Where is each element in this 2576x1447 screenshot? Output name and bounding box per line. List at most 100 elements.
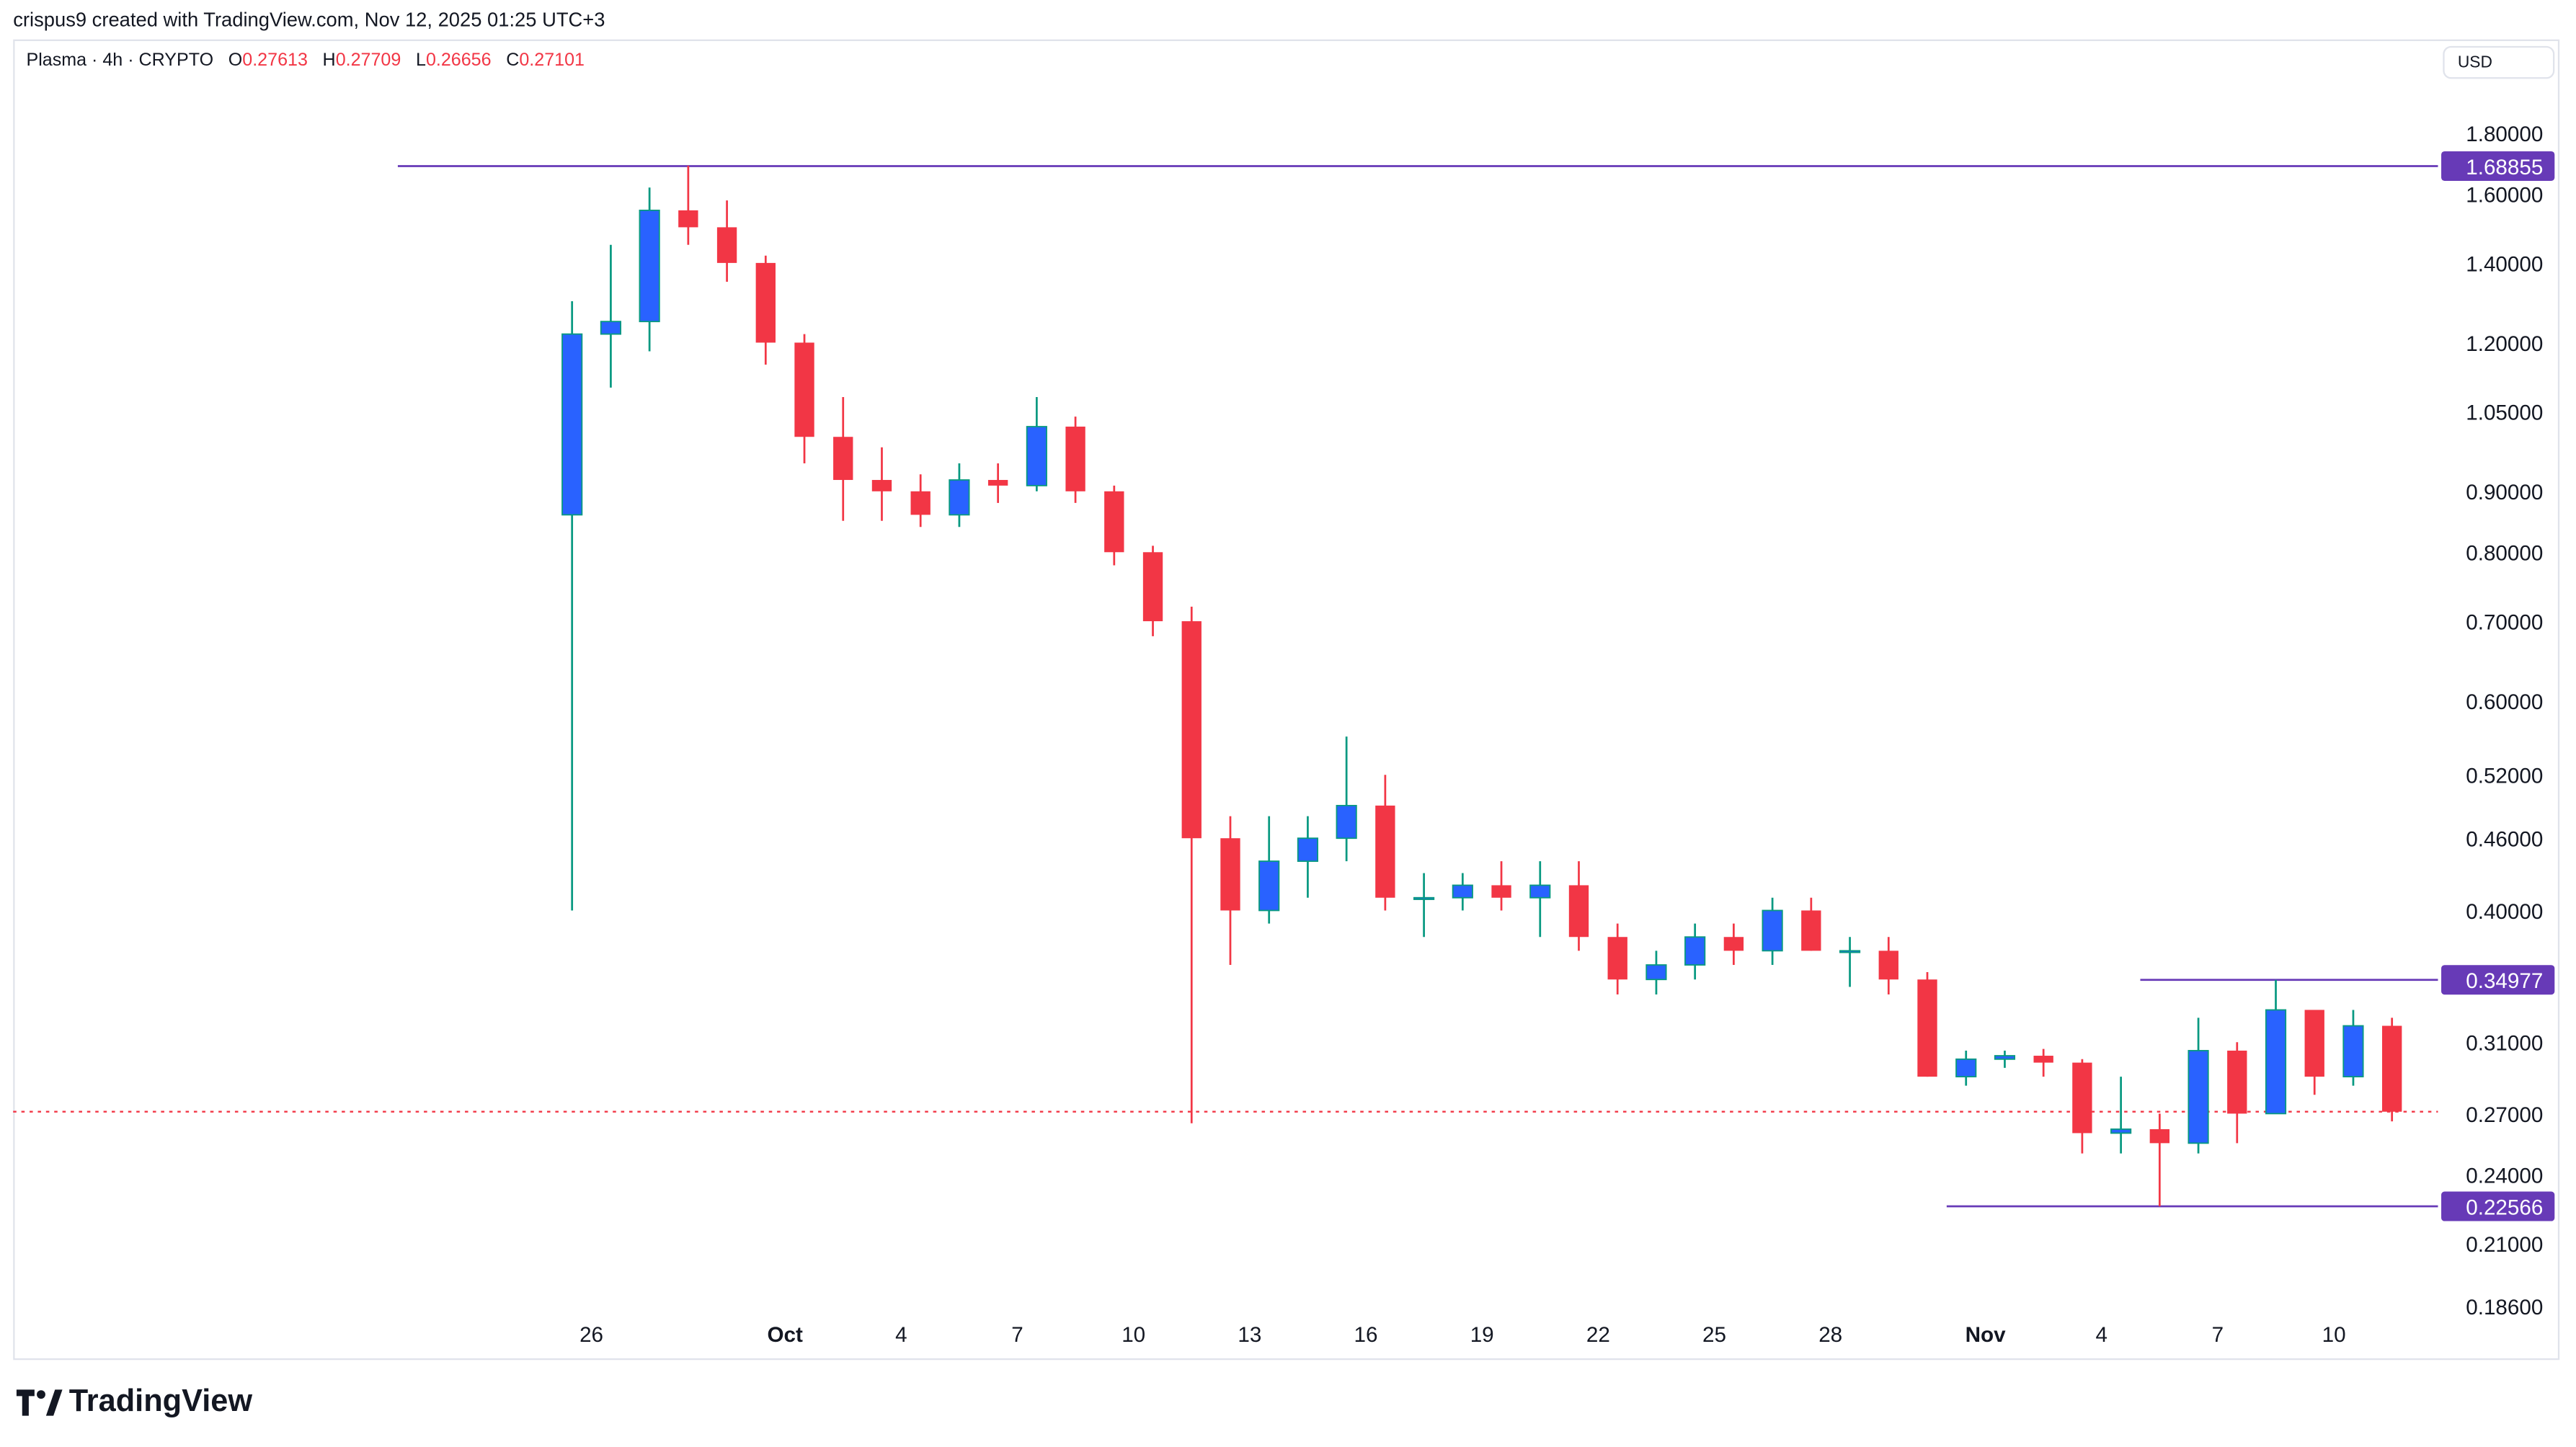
- x-tick-label: 26: [579, 1323, 603, 1347]
- candle-down[interactable]: [1917, 972, 1937, 1077]
- level-price-label: 1.68855: [2466, 156, 2543, 179]
- candle-down[interactable]: [716, 200, 737, 282]
- candle-down[interactable]: [871, 447, 892, 521]
- candle-down[interactable]: [678, 165, 698, 245]
- candle-down[interactable]: [1568, 861, 1589, 951]
- candle-body: [1220, 838, 1240, 911]
- candle-down[interactable]: [1375, 775, 1395, 911]
- candle-up[interactable]: [1645, 950, 1667, 995]
- candle-up[interactable]: [2188, 1018, 2209, 1154]
- candle-body: [2033, 1056, 2053, 1063]
- candle-up[interactable]: [2265, 979, 2287, 1115]
- candle-up[interactable]: [2342, 1010, 2364, 1086]
- candle-up[interactable]: [1336, 736, 1357, 862]
- candle-down[interactable]: [1801, 897, 1821, 951]
- candle-up[interactable]: [949, 463, 970, 527]
- candle-down[interactable]: [910, 474, 931, 527]
- candle-down[interactable]: [2227, 1042, 2247, 1144]
- y-tick-label: 1.20000: [2466, 332, 2543, 356]
- high-label: H: [322, 50, 336, 71]
- candle-down[interactable]: [1220, 816, 1240, 966]
- candle-down[interactable]: [1181, 606, 1202, 1123]
- candle-body: [1568, 885, 1589, 938]
- candle-up[interactable]: [1297, 816, 1319, 898]
- ohlc-legend: Plasma · 4h · CRYPTO O0.27613 H0.27709 L…: [26, 51, 585, 71]
- candle-body: [1065, 427, 1085, 491]
- x-tick-label: 28: [1818, 1323, 1842, 1347]
- candle-up[interactable]: [639, 187, 660, 352]
- candle-down[interactable]: [2149, 1113, 2170, 1207]
- candle-down[interactable]: [1142, 546, 1163, 636]
- candle-down[interactable]: [2033, 1048, 2053, 1077]
- y-tick-label: 0.31000: [2466, 1032, 2543, 1056]
- candle-body: [1839, 950, 1861, 953]
- candle-up[interactable]: [1452, 873, 1473, 911]
- level-price-badge: [2441, 965, 2555, 995]
- candle-body: [2149, 1128, 2170, 1144]
- candle-body: [1994, 1055, 2016, 1060]
- candle-body: [1104, 491, 1124, 553]
- level-price-label: 0.22566: [2466, 1196, 2543, 1219]
- candle-up[interactable]: [1994, 1050, 2016, 1068]
- candle-up[interactable]: [1684, 923, 1706, 980]
- y-tick-label: 0.80000: [2466, 542, 2543, 566]
- candle-body: [987, 480, 1008, 486]
- low-value: 0.26656: [425, 50, 492, 71]
- candle-down[interactable]: [755, 255, 776, 365]
- candle-up[interactable]: [1955, 1050, 1977, 1086]
- candle-down[interactable]: [1723, 923, 1744, 966]
- candle-down[interactable]: [1878, 937, 1898, 995]
- candle-up[interactable]: [1762, 897, 1783, 966]
- candle-up[interactable]: [1529, 861, 1551, 938]
- symbol-label[interactable]: Plasma · 4h · CRYPTO: [26, 50, 214, 71]
- x-tick-label: 4: [895, 1323, 907, 1347]
- candle-body: [871, 480, 892, 491]
- candle-body: [600, 321, 621, 335]
- high-value: 0.27709: [335, 50, 401, 71]
- candle-body: [1491, 885, 1511, 898]
- candle-body: [2381, 1025, 2402, 1112]
- currency-button[interactable]: USD: [2443, 45, 2555, 79]
- candle-down[interactable]: [1104, 485, 1124, 566]
- y-tick-label: 0.60000: [2466, 690, 2543, 714]
- candle-body: [1375, 805, 1395, 898]
- candle-down[interactable]: [794, 334, 814, 464]
- candle-body: [1142, 552, 1163, 622]
- candle-up[interactable]: [1839, 937, 1861, 987]
- candle-body: [2110, 1128, 2132, 1134]
- candle-body: [794, 342, 814, 437]
- candle-body: [910, 491, 931, 515]
- candle-up[interactable]: [600, 244, 621, 388]
- candle-up[interactable]: [1026, 397, 1047, 491]
- candle-body: [833, 437, 853, 481]
- candle-down[interactable]: [1607, 923, 1627, 995]
- candle-body: [1723, 937, 1744, 951]
- y-tick-label: 0.18600: [2466, 1296, 2543, 1319]
- candle-up[interactable]: [1413, 873, 1435, 938]
- candle-down[interactable]: [1065, 417, 1085, 503]
- candle-down[interactable]: [2072, 1059, 2092, 1154]
- author-credit: crispus9 created with TradingView.com, N…: [13, 8, 605, 32]
- x-tick-label: 16: [1354, 1323, 1378, 1347]
- candle-down[interactable]: [833, 397, 853, 521]
- chart-frame: [13, 39, 2560, 1361]
- x-tick-label: 10: [1122, 1323, 1145, 1347]
- candle-down[interactable]: [2304, 1010, 2324, 1095]
- tradingview-logo-icon: [16, 1389, 63, 1416]
- candle-body: [1529, 884, 1551, 899]
- y-tick-label: 1.40000: [2466, 252, 2543, 276]
- candle-down[interactable]: [987, 463, 1008, 503]
- candle-body: [1026, 426, 1047, 486]
- candle-up[interactable]: [561, 301, 583, 911]
- y-tick-label: 1.80000: [2466, 123, 2543, 146]
- candle-body: [2227, 1050, 2247, 1114]
- x-tick-label: Nov: [1966, 1323, 2006, 1347]
- logo-text: TradingView: [68, 1384, 253, 1420]
- candle-up[interactable]: [2110, 1077, 2132, 1154]
- candle-down[interactable]: [1491, 861, 1511, 911]
- candle-down[interactable]: [2381, 1018, 2402, 1122]
- candle-up[interactable]: [1258, 816, 1280, 924]
- y-tick-label: 0.40000: [2466, 900, 2543, 924]
